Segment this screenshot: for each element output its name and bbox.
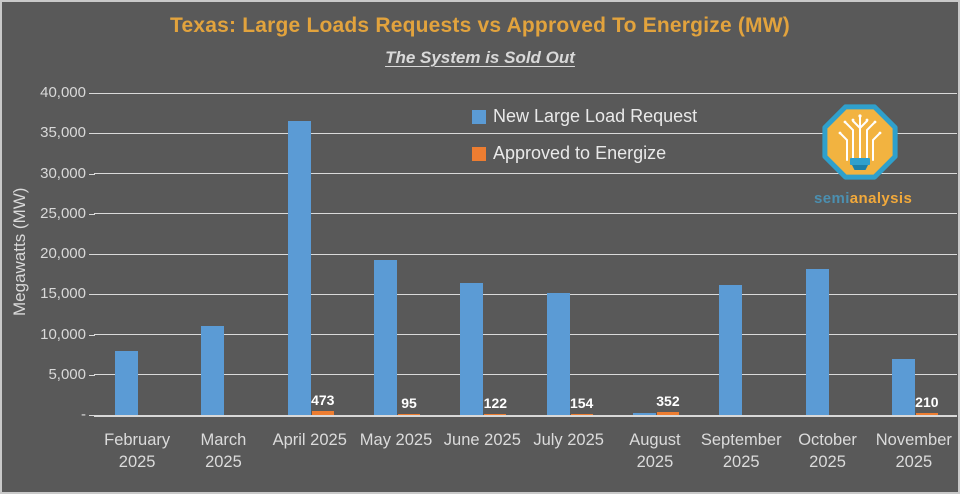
legend: New Large Load Request Approved to Energ…	[472, 106, 697, 180]
xtick-label: October 2025	[798, 431, 857, 471]
gridline-40000	[94, 92, 957, 94]
ytick-label-30000: 30,000	[40, 164, 86, 182]
ytick-mark	[89, 254, 95, 255]
bar-request-10	[891, 358, 915, 415]
xtick-label: April 2025	[272, 431, 347, 449]
ytick-mark	[89, 93, 95, 94]
bar-request-6	[546, 293, 570, 415]
gridline-35000	[94, 132, 957, 134]
bar-approved-10	[915, 413, 938, 415]
legend-item-new-large-load-request: New Large Load Request	[472, 106, 697, 127]
chart-title: Texas: Large Loads Requests vs Approved …	[170, 14, 790, 37]
semianalysis-wordmark: semianalysis	[814, 190, 912, 207]
wordmark-semi: semi	[814, 190, 850, 207]
data-label-approved-4: 95	[401, 395, 417, 411]
bar-approved-5	[484, 414, 507, 415]
xtick-label: September 2025	[700, 431, 782, 471]
ytick-mark	[89, 334, 95, 336]
legend-swatch-orange	[472, 146, 486, 161]
gridline-10000	[94, 334, 957, 335]
bar-approved-7	[656, 412, 679, 415]
xtick-label: November 2025	[875, 431, 952, 471]
xtick-label: February 2025	[104, 431, 171, 471]
ytick-label-35000: 35,000	[40, 124, 86, 142]
data-label-approved-5: 122	[483, 395, 508, 411]
bar-approved-4	[398, 414, 421, 415]
gridline-15000	[94, 293, 957, 295]
bar-request-2	[201, 326, 225, 415]
semianalysis-logo: semianalysis	[814, 102, 912, 207]
semianalysis-logo-icon	[822, 104, 898, 180]
legend-label-new-large-load-request: New Large Load Request	[493, 106, 698, 126]
ytick-label-25000: 25,000	[40, 204, 86, 222]
wordmark-analysis: analysis	[849, 190, 913, 207]
data-label-approved-3: 473	[311, 392, 335, 409]
xtick-label: March 2025	[200, 431, 247, 471]
gridline-30000	[94, 173, 957, 174]
plot-area: 473 95 122 154 352 210	[94, 92, 957, 417]
ytick-label-0: -	[81, 406, 86, 423]
ytick-mark	[89, 294, 95, 296]
chart-subtitle: The System is Sold Out	[385, 48, 575, 67]
xtick-label: August 2025	[629, 431, 681, 471]
data-label-approved-7: 352	[656, 393, 680, 410]
bar-approved-6	[570, 413, 593, 415]
bar-request-8	[719, 285, 743, 415]
gridline-5000	[94, 374, 957, 376]
gridline-20000	[94, 253, 957, 255]
ytick-mark	[89, 173, 95, 175]
ytick-label-5000: 5,000	[48, 365, 86, 383]
bar-request-5	[460, 282, 484, 415]
xtick-label: May 2025	[359, 431, 433, 449]
legend-item-approved-to-energize: Approved to Energize	[472, 143, 697, 164]
bar-approved-3	[311, 411, 334, 415]
ytick-label-10000: 10,000	[40, 325, 86, 343]
data-label-approved-6: 154	[569, 394, 594, 411]
bar-request-1	[115, 350, 139, 415]
legend-label-approved-to-energize: Approved to Energize	[493, 143, 667, 163]
ytick-label-20000: 20,000	[40, 245, 86, 262]
ytick-mark	[89, 415, 95, 416]
ytick-mark	[89, 133, 95, 135]
bar-request-9	[805, 269, 829, 415]
xtick-label: June 2025	[443, 431, 521, 449]
ytick-mark	[89, 374, 95, 376]
bar-request-4	[374, 260, 398, 415]
data-label-approved-10: 210	[915, 394, 939, 411]
bar-request-3	[287, 121, 311, 415]
ytick-mark	[89, 213, 95, 215]
legend-swatch-blue	[472, 109, 486, 124]
ytick-label-15000: 15,000	[40, 285, 86, 303]
xtick-label: July 2025	[533, 431, 604, 449]
ytick-label-40000: 40,000	[40, 84, 86, 101]
gridline-25000	[94, 213, 957, 215]
bar-request-7	[632, 412, 656, 415]
